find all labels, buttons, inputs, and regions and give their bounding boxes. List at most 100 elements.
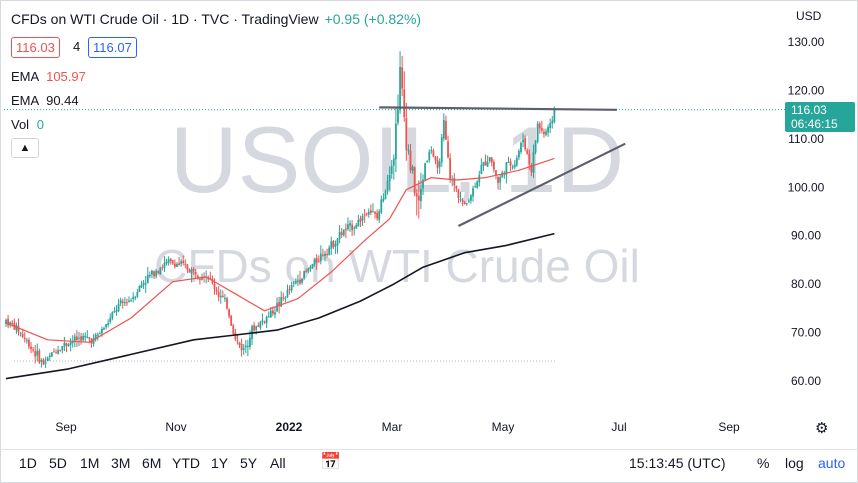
candle-body xyxy=(234,332,237,340)
candle-body xyxy=(524,138,527,150)
resistance-trendline xyxy=(379,106,617,111)
y-axis-tick-label: 120.00 xyxy=(788,83,825,97)
utc-clock[interactable]: 15:13:45 (UTC) xyxy=(629,455,726,471)
ema-slow-line xyxy=(5,232,555,380)
candle-body xyxy=(121,301,124,303)
timeframe-5y[interactable]: 5Y xyxy=(240,455,258,471)
candle-body xyxy=(384,191,387,200)
chevron-up-icon: ▲ xyxy=(19,142,31,154)
candle-body xyxy=(486,162,489,167)
candle-body xyxy=(369,210,372,213)
candle-body xyxy=(338,232,341,240)
legend-volume[interactable]: Vol 0 xyxy=(11,117,44,132)
candle-body xyxy=(5,319,7,325)
candle-body xyxy=(461,200,464,202)
timeframe-1d[interactable]: 1D xyxy=(19,455,37,471)
currency-label[interactable]: USD xyxy=(796,9,822,23)
candle-body xyxy=(40,359,43,362)
candle-body xyxy=(19,332,22,334)
candle-body xyxy=(484,160,487,166)
timeframe-1m[interactable]: 1M xyxy=(80,455,100,471)
timeframe-5d[interactable]: 5D xyxy=(49,455,67,471)
ema-fast-line xyxy=(5,157,555,343)
candle-body xyxy=(392,158,395,166)
log-scale-button[interactable]: log xyxy=(785,455,804,471)
timeframe-all[interactable]: All xyxy=(270,455,286,471)
legend-ema-fast[interactable]: EMA 105.97 xyxy=(11,69,86,84)
candle-body xyxy=(25,339,28,341)
last-price-label: 116.03 06:46:15 xyxy=(785,102,855,132)
collapse-legend-button[interactable]: ▲ xyxy=(11,138,39,158)
candle-body xyxy=(161,267,164,269)
candle-body xyxy=(422,179,424,189)
candle-body xyxy=(342,229,345,236)
candle-body xyxy=(286,289,289,298)
candle-body xyxy=(536,123,539,142)
legend-ema-slow[interactable]: EMA 90.44 xyxy=(11,93,79,108)
gear-icon[interactable]: ⚙ xyxy=(815,420,829,437)
candle-body xyxy=(347,224,349,230)
candle-body xyxy=(495,170,497,176)
candle-body xyxy=(334,244,337,247)
candle-body xyxy=(32,349,35,351)
candle-body xyxy=(465,203,468,205)
candle-body xyxy=(505,162,508,175)
watermark-symbol: USOIL, 1D xyxy=(170,107,625,212)
percent-scale-button[interactable]: % xyxy=(757,455,770,471)
chart-header: CFDs on WTI Crude Oil · 1D · TVC · Tradi… xyxy=(11,11,421,27)
candle-body xyxy=(151,270,153,275)
candle-body xyxy=(297,280,299,282)
candle-body xyxy=(411,166,414,171)
date-range-icon[interactable]: 📅 xyxy=(320,452,342,471)
candle-body xyxy=(540,128,543,131)
candle-body xyxy=(244,345,247,348)
candle-body xyxy=(265,316,268,324)
candle-body xyxy=(163,262,166,268)
candle-body xyxy=(259,322,262,328)
ask-price[interactable]: 116.07 xyxy=(88,37,137,58)
candle-body xyxy=(282,297,285,299)
candle-body xyxy=(157,271,160,274)
candle-body xyxy=(424,163,426,180)
timeframe-3m[interactable]: 3M xyxy=(111,455,131,471)
candle-body xyxy=(426,160,429,163)
candle-body xyxy=(501,172,504,178)
candle-body xyxy=(132,296,135,300)
watermark-description: CFDs on WTI Crude Oil xyxy=(154,240,640,292)
candle-body xyxy=(196,275,199,278)
candle-body xyxy=(549,122,552,129)
candle-body xyxy=(284,297,287,299)
candle-body xyxy=(511,166,514,168)
candle-body xyxy=(415,193,418,197)
candle-body xyxy=(288,289,291,291)
candle-body xyxy=(361,215,364,221)
candle-body xyxy=(36,350,39,356)
candle-body xyxy=(490,157,493,163)
timeframe-6m[interactable]: 6M xyxy=(142,455,162,471)
candle-body xyxy=(219,296,222,298)
candle-body xyxy=(394,123,397,160)
candle-body xyxy=(80,336,82,341)
candle-body xyxy=(372,211,374,213)
candle-body xyxy=(301,278,303,283)
timeframe-ytd[interactable]: YTD xyxy=(172,455,200,471)
auto-scale-button[interactable]: auto xyxy=(818,455,846,471)
symbol-title[interactable]: CFDs on WTI Crude Oil · 1D · TVC · Tradi… xyxy=(11,11,319,27)
candle-body xyxy=(292,282,295,284)
candle-body xyxy=(534,140,537,153)
candle-body xyxy=(209,277,212,279)
candle-body xyxy=(228,309,230,317)
bid-price[interactable]: 116.03 xyxy=(11,37,60,58)
candle-body xyxy=(109,318,112,322)
candle-body xyxy=(190,269,193,274)
timeframe-1y[interactable]: 1Y xyxy=(211,455,229,471)
x-axis-tick-label: Sep xyxy=(718,420,740,434)
candle-body xyxy=(30,346,32,350)
candle-body xyxy=(280,296,283,307)
candle-body xyxy=(397,109,399,123)
candle-body xyxy=(167,259,170,263)
candle-body xyxy=(230,315,233,326)
candle-body xyxy=(21,333,24,337)
candle-body xyxy=(378,211,381,220)
